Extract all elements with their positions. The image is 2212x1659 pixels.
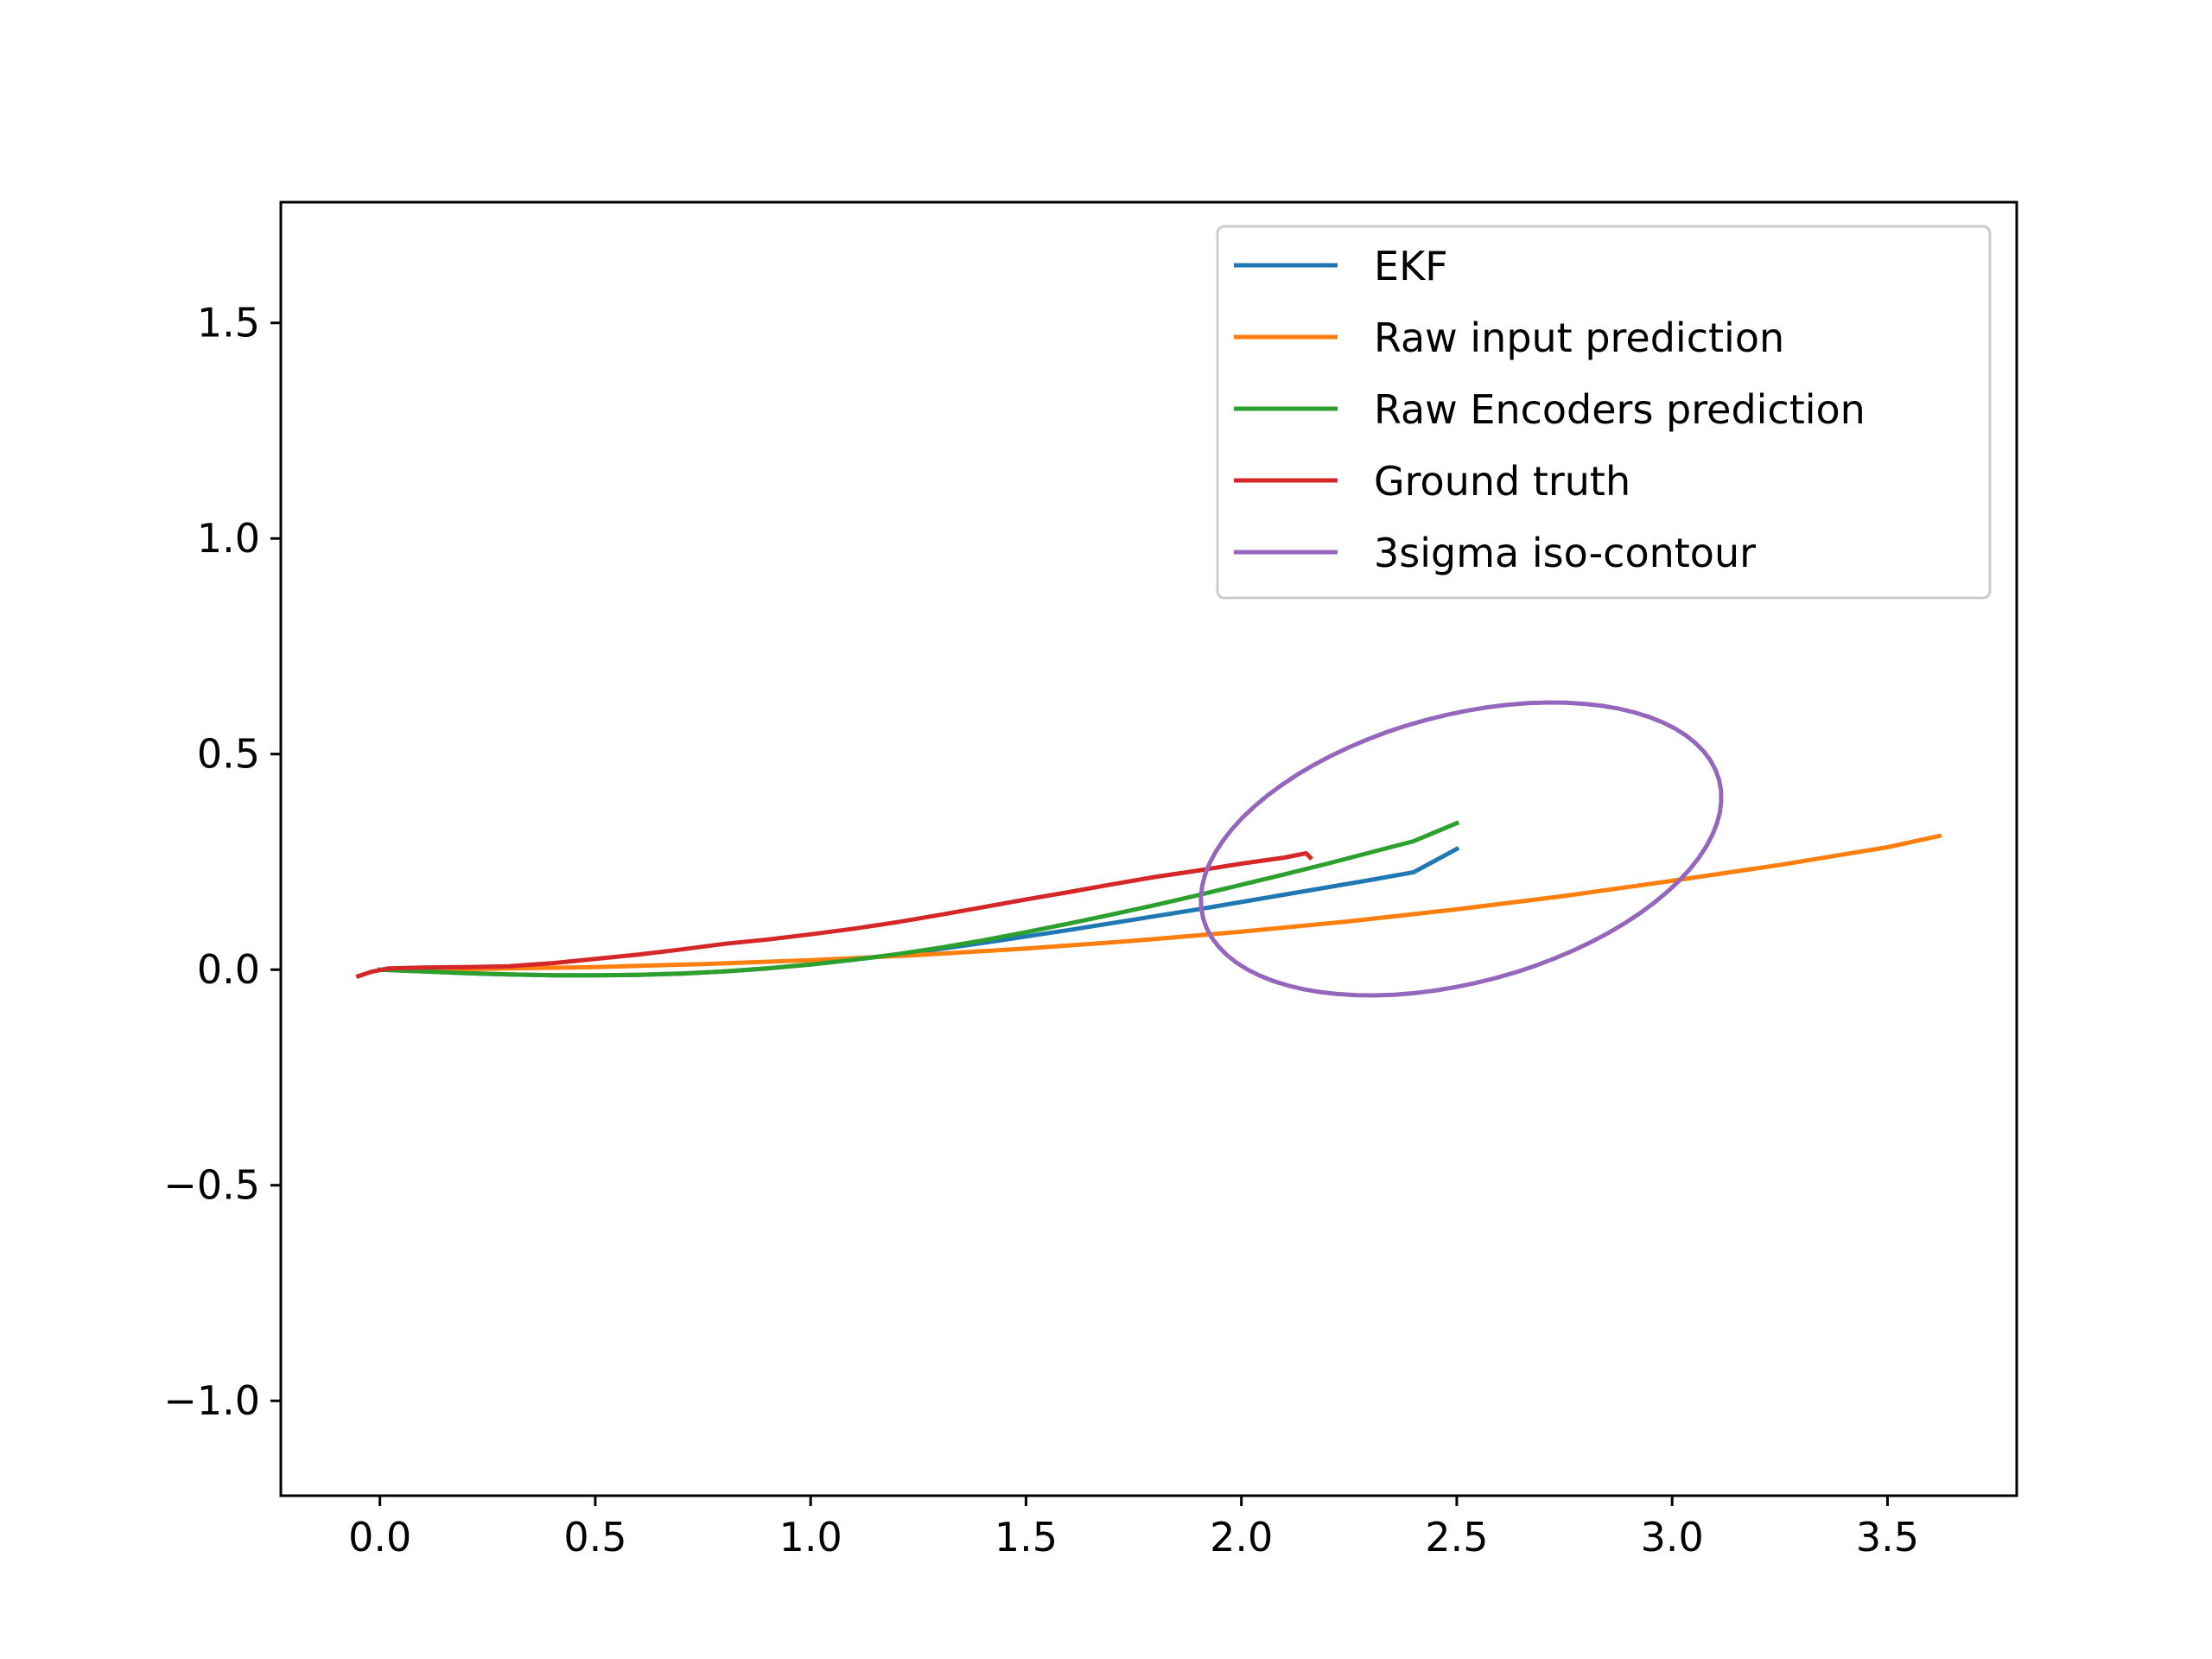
legend-label: EKF (1374, 243, 1448, 289)
legend-entries: EKF Raw input prediction Raw Encoders pred… (1234, 243, 1866, 576)
series-layer (355, 700, 1942, 998)
legend-label: Raw input prediction (1374, 315, 1784, 361)
x-tick-label: 0.5 (563, 1514, 626, 1560)
legend-box (1216, 225, 1992, 600)
series-3sigma-iso-contour (1198, 700, 1724, 998)
series-raw-encoders-prediction (378, 820, 1460, 978)
x-tick-label: 2.0 (1210, 1514, 1273, 1560)
y-tick-label: 1.0 (197, 515, 260, 562)
x-axis: 0.0 0.5 1.0 1.5 2.0 2.5 3.0 3.5 (348, 1496, 1919, 1560)
y-tick-label: −1.0 (163, 1377, 260, 1424)
y-tick-label: −0.5 (163, 1162, 260, 1209)
y-axis: −1.0 −0.5 0.0 0.5 1.0 1.5 (163, 300, 281, 1424)
plot-area (279, 200, 2018, 1497)
plot-frame (279, 200, 2018, 1497)
x-tick-label: 0.0 (348, 1514, 411, 1560)
legend-label: 3sigma iso-contour (1374, 530, 1756, 576)
x-tick-label: 1.0 (779, 1514, 842, 1560)
legend-label: Raw Encoders prediction (1374, 386, 1866, 433)
y-tick-label: 0.0 (197, 946, 260, 993)
legend-label: Ground truth (1374, 458, 1630, 505)
x-tick-label: 1.5 (995, 1514, 1058, 1560)
legend: EKF Raw input prediction Raw Encoders pred… (1216, 225, 1992, 600)
y-tick-label: 1.5 (197, 300, 260, 346)
x-tick-label: 3.0 (1641, 1514, 1704, 1560)
x-tick-label: 3.5 (1856, 1514, 1919, 1560)
x-tick-label: 2.5 (1425, 1514, 1488, 1560)
series-raw-input-prediction (378, 833, 1942, 972)
series-ground-truth (355, 851, 1313, 979)
y-tick-label: 0.5 (197, 731, 260, 778)
